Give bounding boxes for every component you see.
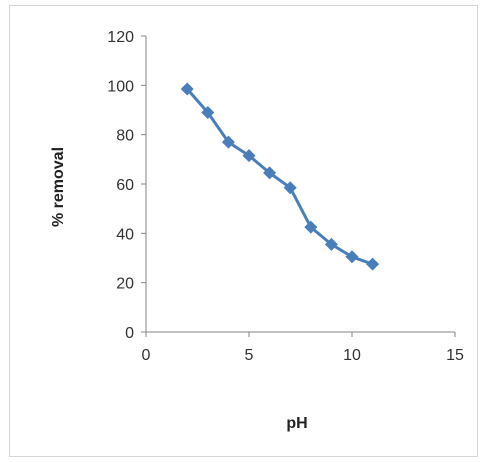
y-tick-label: 60 (116, 177, 134, 194)
series (180, 82, 380, 271)
y-axis-title: % removal (50, 147, 67, 227)
data-point (263, 166, 277, 180)
y-tick-label: 20 (116, 276, 134, 293)
data-point (283, 181, 297, 195)
data-point (180, 82, 194, 96)
y-tick-label: 40 (116, 226, 134, 243)
x-tick-label: 10 (343, 347, 361, 364)
x-tick-label: 15 (446, 347, 464, 364)
y-tick-label: 120 (107, 29, 134, 46)
x-tick-label: 0 (142, 347, 151, 364)
data-point (242, 149, 256, 163)
y-axis: 0 20 40 60 80 100 120 (107, 29, 147, 342)
y-tick-label: 100 (107, 78, 134, 95)
y-tick-label: 0 (125, 325, 134, 342)
x-tick-label: 5 (245, 347, 254, 364)
data-point (201, 105, 215, 119)
y-tick-label: 80 (116, 128, 134, 145)
data-point (345, 250, 359, 264)
data-point (366, 257, 380, 271)
data-point (304, 220, 318, 234)
data-point (221, 135, 235, 149)
series-line (186, 88, 374, 266)
data-point (324, 237, 338, 251)
x-axis: 0 5 10 15 (142, 331, 464, 364)
x-axis-title: pH (286, 415, 307, 432)
chart-frame (9, 5, 478, 457)
